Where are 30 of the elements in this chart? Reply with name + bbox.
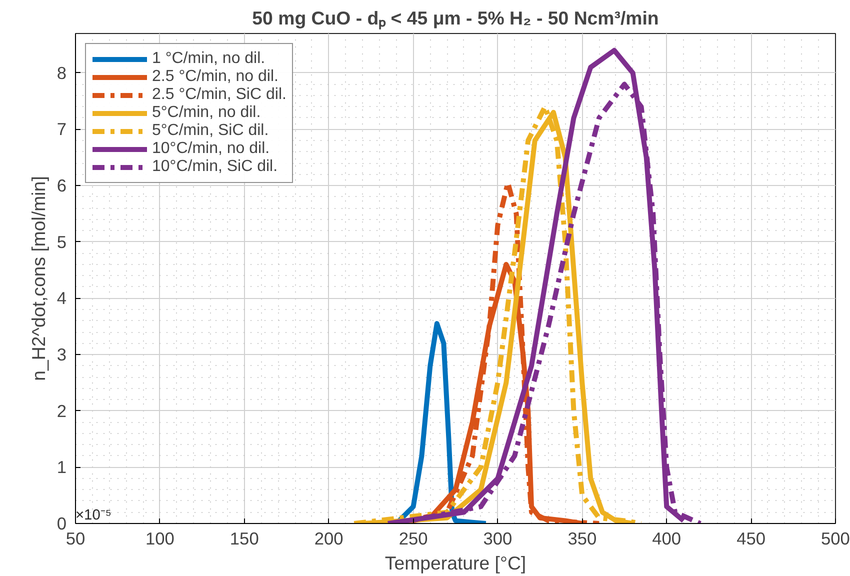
legend-label: 1 °C/min, no dil. [152, 50, 266, 68]
legend-label: 5°C/min, SiC dil. [152, 122, 269, 140]
y-tick-label: 1 [56, 457, 67, 478]
legend-label: 2.5 °C/min, no dil. [152, 68, 278, 86]
x-tick-label: 100 [145, 528, 174, 548]
x-tick-label: 300 [483, 528, 512, 548]
x-tick-label: 150 [230, 528, 259, 548]
y-tick-label: 2 [56, 400, 67, 421]
legend-label: 10°C/min, SiC dil. [152, 158, 278, 176]
legend-label: 10°C/min, no dil. [152, 140, 270, 158]
y-axis-title: n_H2^dot,cons [mol/min] [28, 176, 49, 381]
y-tick-label: 6 [56, 176, 67, 196]
x-tick-label: 250 [398, 528, 428, 548]
x-tick-label: 50 [66, 528, 86, 548]
y-tick-label: 7 [56, 119, 67, 140]
x-tick-label: 400 [652, 528, 682, 548]
y-tick-label: 5 [56, 232, 67, 252]
y-tick-label: 8 [56, 62, 67, 83]
x-tick-label: 350 [568, 528, 597, 548]
y-tick-label: 4 [56, 288, 67, 308]
x-tick-label: 500 [821, 528, 850, 548]
x-tick-label: 200 [314, 528, 344, 548]
annotation: ×10⁻⁵ [76, 508, 112, 524]
x-tick-label: 450 [736, 528, 766, 548]
y-tick-label: 0 [56, 514, 67, 534]
legend-label: 5°C/min, no dil. [152, 104, 261, 122]
legend-label: 2.5 °C/min, SiC dil. [152, 86, 286, 104]
chart-title: 50 mg CuO - dₚ < 45 μm - 5% H₂ - 50 Ncm³/min [252, 8, 659, 30]
y-tick-label: 3 [56, 344, 67, 365]
x-axis-title: Temperature [°C] [384, 552, 526, 574]
